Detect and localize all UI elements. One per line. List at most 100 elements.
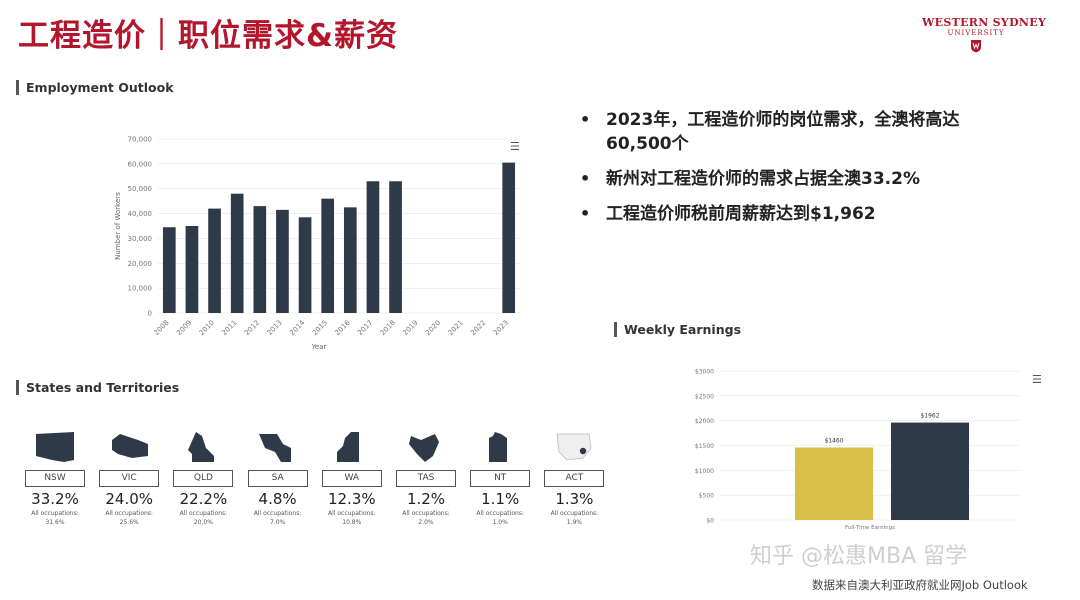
key-point-item: • 新州对工程造价师的需求占据全澳33.2% xyxy=(578,167,1018,191)
y-tick-label: $1500 xyxy=(695,443,714,450)
state-name[interactable]: WA xyxy=(321,470,382,487)
all-occupations-value: 1.0% xyxy=(492,519,508,526)
x-tick-label: 2018 xyxy=(379,319,397,337)
employment-bar xyxy=(502,162,516,313)
all-occupations-value: 7.0% xyxy=(269,519,286,526)
y-tick-label: 50,000 xyxy=(128,185,153,193)
x-tick-label: 2015 xyxy=(311,319,329,337)
x-tick-label: 2009 xyxy=(175,319,193,337)
qld-map-icon xyxy=(170,426,236,464)
state-name[interactable]: ACT xyxy=(544,470,605,487)
all-occupations-label: All occupations: xyxy=(402,510,450,517)
act-map-icon xyxy=(541,426,607,464)
x-tick-label: 2019 xyxy=(401,319,419,337)
employment-bar xyxy=(276,209,289,313)
y-tick-label: 30,000 xyxy=(128,235,153,243)
state-percentage: 1.1% xyxy=(481,490,520,508)
state-name[interactable]: SA xyxy=(247,470,308,487)
key-point-text: 新州对工程造价师的需求占据全澳33.2% xyxy=(606,169,920,189)
all-occupations-label: All occupations: xyxy=(179,510,228,517)
all-occupations-label: All occupations: xyxy=(253,510,302,517)
weekly-chart-menu-icon[interactable]: ☰ xyxy=(1032,373,1042,386)
earnings-value-label: $1460 xyxy=(824,437,843,444)
state-percentage: 1.2% xyxy=(406,490,446,508)
y-tick-label: $0 xyxy=(706,518,714,525)
logo-line2: UNIVERSITY xyxy=(947,29,1005,37)
employment-chart-menu-icon[interactable]: ☰ xyxy=(510,140,520,153)
state-percentage: 33.2% xyxy=(31,490,79,508)
x-tick-label: 2013 xyxy=(266,319,284,337)
key-point-text: 2023年，工程造价师的岗位需求，全澳将高达60,500个 xyxy=(606,110,960,154)
vic-map-icon xyxy=(96,426,162,464)
all-occupations-value: 10.8% xyxy=(342,519,362,526)
state-name[interactable]: VIC xyxy=(99,470,160,487)
nt-map-icon xyxy=(467,426,533,464)
key-point-text: 工程造价师税前周薪薪达到$1,962 xyxy=(606,204,876,224)
x-axis-label: Full-Time Earnings xyxy=(845,525,895,531)
employment-bar xyxy=(253,206,267,313)
all-occupations-label: All occupations: xyxy=(550,510,599,517)
employment-bar xyxy=(389,181,402,313)
state-name[interactable]: TAS xyxy=(396,470,456,487)
state-percentage: 4.8% xyxy=(258,490,297,508)
all-occupations-value: 25.6% xyxy=(119,519,139,526)
x-tick-label: 2011 xyxy=(220,319,238,337)
x-tick-label: 2023 xyxy=(492,319,510,337)
university-crest-icon xyxy=(971,40,981,53)
y-tick-label: 20,000 xyxy=(128,260,153,268)
employment-outlook-chart: 0 10,000 20,000 30,000 40,000 50,000 60,000 70,… xyxy=(114,136,520,351)
state-name[interactable]: NSW xyxy=(25,470,85,487)
y-tick-label: 10,000 xyxy=(128,285,153,293)
x-tick-label: 2014 xyxy=(288,318,307,337)
employment-bar xyxy=(366,181,380,313)
all-occupations-value: 20.0% xyxy=(193,519,213,526)
state-card-act: ACT 1.3% All occupations: 1.9% xyxy=(541,426,607,526)
state-percentage: 12.3% xyxy=(327,490,376,508)
state-percentage: 24.0% xyxy=(105,490,154,508)
weekly-earnings-chart: $0 $500 $1000 $1500 $2000 $2500 $3000 $1460 $196… xyxy=(695,369,1020,531)
slide-title: 工程造价｜职位需求&薪资 xyxy=(18,18,399,54)
employment-bar xyxy=(298,217,312,313)
y-tick-label: $2500 xyxy=(695,393,714,400)
y-tick-label: $500 xyxy=(699,493,714,500)
state-percentage: 1.3% xyxy=(555,490,594,508)
all-occupations-label: All occupations: xyxy=(105,510,153,517)
employment-bar xyxy=(185,226,199,313)
y-axis-label: Number of Workers xyxy=(114,192,122,260)
y-tick-label: 0 xyxy=(148,310,152,318)
x-tick-label: 2021 xyxy=(447,319,465,337)
y-tick-label: $3000 xyxy=(695,369,714,376)
logo-line1: WESTERN SYDNEY xyxy=(922,16,1047,29)
state-percentage: 22.2% xyxy=(179,490,228,508)
state-name[interactable]: NT xyxy=(470,470,531,487)
y-tick-label: $2000 xyxy=(695,418,714,425)
x-tick-label: 2010 xyxy=(198,319,216,337)
employment-bar xyxy=(230,193,244,313)
employment-bar xyxy=(321,198,335,313)
x-axis-label: Year xyxy=(311,343,327,351)
key-point-item: • 工程造价师税前周薪薪达到$1,962 xyxy=(578,202,1018,226)
y-tick-label: 70,000 xyxy=(128,136,153,144)
states-row: NSW 33.2% All occupations: 31.6% VIC 24.0% All… xyxy=(22,426,612,546)
state-card-qld: QLD 22.2% All occupations: 20.0% xyxy=(170,426,236,526)
y-tick-label: 60,000 xyxy=(128,160,153,168)
state-card-wa: WA 12.3% All occupations: 10.8% xyxy=(319,426,385,526)
y-tick-label: 40,000 xyxy=(128,210,153,218)
x-tick-label: 2022 xyxy=(469,319,487,337)
state-name[interactable]: QLD xyxy=(173,470,234,487)
state-card-tas: TAS 1.2% All occupations: 2.0% xyxy=(393,426,459,526)
all-occupations-label: All occupations: xyxy=(31,510,79,517)
all-occupations-value: 1.9% xyxy=(566,519,583,526)
y-tick-label: $1000 xyxy=(695,468,714,475)
state-card-nt: NT 1.1% All occupations: 1.0% xyxy=(467,426,533,526)
x-tick-label: 2012 xyxy=(243,319,261,337)
earnings-bar xyxy=(795,447,873,520)
all-occupations-label: All occupations: xyxy=(328,510,376,517)
bullet-dot-icon: • xyxy=(580,204,591,223)
all-occupations-label: All occupations: xyxy=(476,510,524,517)
employment-bar xyxy=(162,227,176,313)
employment-bar xyxy=(343,207,357,313)
university-logo: WESTERN SYDNEY UNIVERSITY xyxy=(922,16,1047,53)
x-tick-label: 2008 xyxy=(152,319,170,337)
watermark: 知乎 @松惠MBA 留学 xyxy=(750,544,968,569)
